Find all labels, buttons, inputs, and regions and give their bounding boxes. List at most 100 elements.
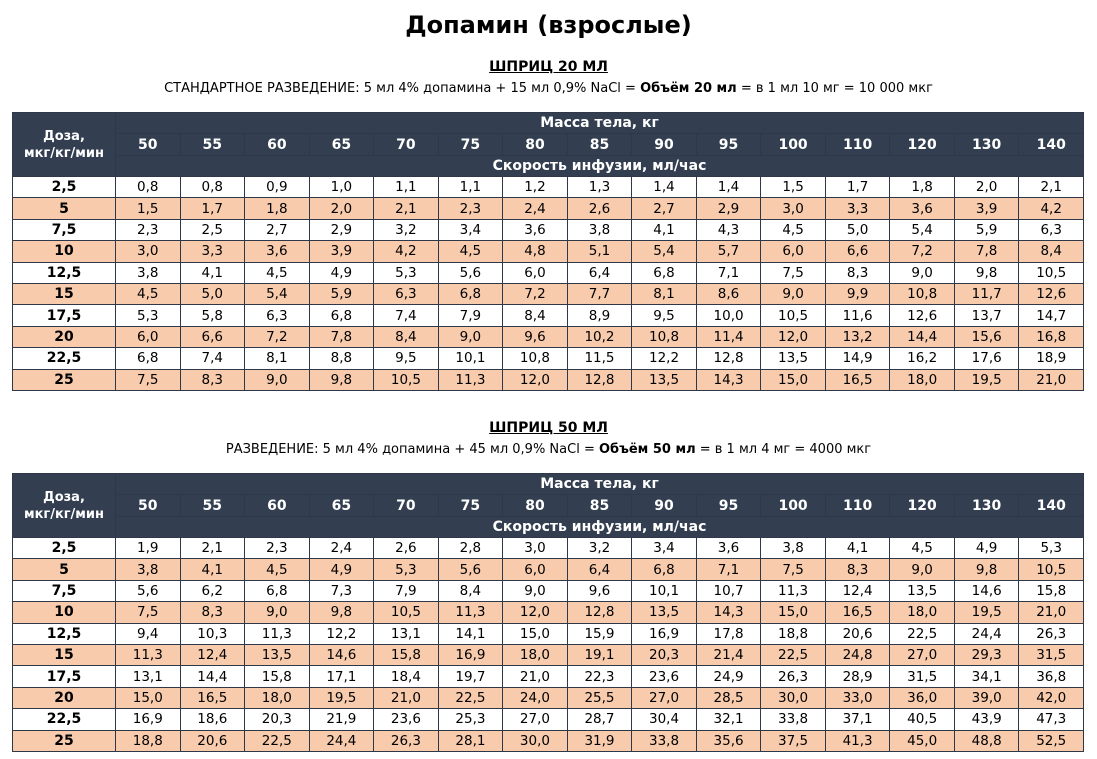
rate-cell: 0,9 (244, 175, 310, 199)
rate-cell: 4,3 (695, 218, 762, 242)
rate-cell: 20,3 (631, 643, 697, 667)
rate-cell: 4,9 (953, 536, 1020, 560)
rate-cell: 1,9 (115, 536, 181, 560)
rate-cell: 1,7 (179, 197, 246, 220)
rate-cell: 12,4 (824, 579, 891, 603)
rate-cell: 25,3 (437, 708, 504, 731)
rate-cell: 21,0 (502, 665, 568, 688)
rate-cell: 12,4 (179, 643, 246, 667)
rate-cell: 6,8 (437, 282, 504, 306)
rate-cell: 8,3 (179, 368, 246, 391)
rate-cell: 3,6 (244, 240, 310, 263)
rate-cell: 24,8 (824, 643, 891, 667)
rate-cell: 47,3 (1018, 708, 1084, 731)
table-row: 12,5 3,8 4,1 4,5 4,9 5,3 5,6 6,0 6,4 6,8 7,1 7,5 8,3… (12, 261, 1084, 284)
rate-cell: 18,0 (889, 368, 955, 391)
rate-cell: 26,3 (373, 729, 439, 752)
rate-cell: 7,5 (115, 368, 181, 391)
rate-cell: 18,0 (502, 643, 568, 667)
rate-cell: 6,4 (566, 558, 633, 581)
dose-header-line: Доза, (43, 489, 85, 505)
rate-cell: 7,8 (308, 325, 375, 349)
rate-cell: 2,4 (502, 197, 568, 220)
table-row: 5 1,5 1,7 1,8 2,0 2,1 2,3 2,4 2,6 2,7 2,9 3,0 3,3 3,6… (12, 197, 1084, 220)
rate-cell: 30,0 (502, 729, 568, 752)
rate-cell: 19,7 (437, 665, 504, 688)
rate-cell: 6,3 (1018, 218, 1084, 242)
rate-cell: 35,6 (695, 729, 762, 752)
rate-cell: 45,0 (889, 729, 955, 752)
rate-cell: 21,9 (308, 708, 375, 731)
rate-cell: 7,9 (373, 579, 439, 603)
syringe-20-dilution: СТАНДАРТНОЕ РАЗВЕДЕНИЕ: 5 мл 4% допамина… (0, 80, 1097, 98)
rate-cell: 4,9 (308, 558, 375, 581)
table-row: 12,5 9,4 10,3 11,3 12,2 13,1 14,1 15,0 15,9 16,9 1… (12, 622, 1084, 645)
rate-cell: 19,5 (308, 686, 375, 710)
weight-cell: 90 (631, 494, 697, 517)
rate-cell: 12,8 (695, 347, 762, 370)
rate-cell: 28,5 (695, 686, 762, 710)
rate-cell: 34,1 (953, 665, 1020, 688)
rate-cell: 37,5 (760, 729, 826, 752)
rate-cell: 5,6 (115, 579, 181, 603)
volume-text: Объём 50 мл (598, 442, 696, 457)
rate-cell: 3,0 (502, 536, 568, 560)
rate-cell: 19,1 (566, 643, 633, 667)
rate-cell: 9,0 (760, 282, 826, 306)
weight-cell: 75 (437, 133, 504, 156)
dose-cell: 5 (12, 197, 116, 220)
weight-cell: 95 (695, 133, 762, 156)
rate-cell: 16,9 (437, 643, 504, 667)
table-row: 15 11,3 12,4 13,5 14,6 15,8 16,9 18,0 19,1 20,3 21… (12, 643, 1084, 667)
rate-cell: 24,0 (502, 686, 568, 710)
rate-cell: 2,7 (244, 218, 310, 242)
rate-cell: 39,0 (953, 686, 1020, 710)
rate-cell: 7,9 (437, 304, 504, 327)
rate-cell: 42,0 (1018, 686, 1084, 710)
weight-header: Масса тела, кг (115, 473, 1084, 495)
dose-cell: 22,5 (12, 347, 116, 370)
rate-cell: 33,0 (824, 686, 891, 710)
weight-cell: 70 (373, 494, 439, 517)
rate-cell: 12,0 (502, 368, 568, 391)
rate-cell: 0,8 (179, 175, 246, 199)
dilution-text: СТАНДАРТНОЕ РАЗВЕДЕНИЕ: 5 мл 4% допамина… (164, 81, 641, 96)
rate-cell: 8,4 (437, 579, 504, 603)
rate-cell: 15,8 (244, 665, 310, 688)
rate-cell: 3,6 (889, 197, 955, 220)
dose-cell: 25 (12, 729, 116, 752)
weight-cell: 140 (1018, 494, 1084, 517)
table-row: 10 7,5 8,3 9,0 9,8 10,5 11,3 12,0 12,8 13,5 14,3 15… (12, 601, 1084, 624)
table-row: 22,5 6,8 7,4 8,1 8,8 9,5 10,1 10,8 11,5 12,2 12,8 1… (12, 347, 1084, 370)
header-row: Доза, мкг/кг/мин Масса тела, кг (12, 112, 1084, 177)
dose-header-unit: мкг/кг/мин (23, 145, 105, 161)
rate-cell: 15,9 (566, 622, 633, 645)
rate-cell: 4,5 (437, 240, 504, 263)
rate-cell: 5,9 (953, 218, 1020, 242)
rate-header-row: Скорость инфузии, мл/час (13, 516, 1084, 538)
rate-cell: 8,3 (824, 558, 891, 581)
rate-cell: 32,1 (695, 708, 762, 731)
rate-cell: 5,7 (695, 240, 762, 263)
rate-cell: 2,1 (373, 197, 439, 220)
rate-cell: 9,0 (244, 368, 310, 391)
rate-cell: 11,3 (437, 368, 504, 391)
rate-cell: 11,4 (695, 325, 762, 349)
rate-cell: 8,8 (308, 347, 375, 370)
rate-cell: 1,1 (437, 175, 504, 199)
dose-cell: 10 (12, 601, 116, 624)
rate-cell: 14,6 (308, 643, 375, 667)
rate-cell: 2,6 (566, 197, 633, 220)
dose-column-header: Доза, мкг/кг/мин (12, 473, 116, 538)
rate-cell: 5,4 (244, 282, 310, 306)
dose-cell: 22,5 (12, 708, 116, 731)
weight-header: Масса тела, кг (115, 112, 1084, 134)
rate-cell: 48,8 (953, 729, 1020, 752)
header-row: Доза, мкг/кг/мин Масса тела, кг (12, 473, 1084, 538)
rate-cell: 11,6 (824, 304, 891, 327)
rate-cell: 5,1 (566, 240, 633, 263)
rate-cell: 12,2 (308, 622, 375, 645)
weight-cell: 80 (502, 494, 568, 517)
rate-cell: 25,5 (566, 686, 633, 710)
dose-table-20ml: Доза, мкг/кг/мин Масса тела, кг 50 55 60 65 70 7… (12, 112, 1084, 391)
